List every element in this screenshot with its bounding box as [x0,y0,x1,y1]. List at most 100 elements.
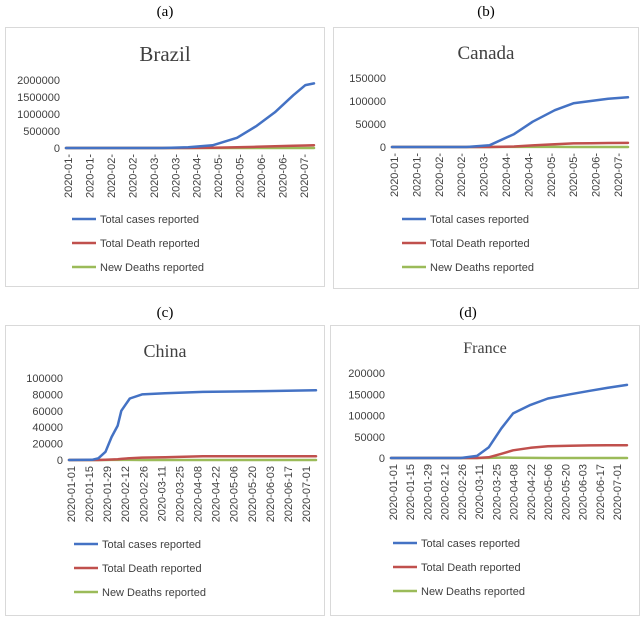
series-total-deaths-line [67,454,318,462]
x-tick-label: 2020-05-06 [229,466,241,522]
x-tick-label: 2020-01- [84,154,96,198]
x-tick-label: 2020-04-22 [211,466,223,522]
y-tick-label: 100000 [349,96,386,108]
legend-label: New Deaths reported [421,586,525,598]
x-tick-label: 2020-01- [63,154,75,198]
x-tick-label: 2020-03- [170,154,182,198]
chart-brazil-svg: Brazil 0 500000 1000000 1500000 2000000 2020-0… [17,42,316,274]
legend-label: Total Death reported [100,238,200,250]
y-tick-label: 100000 [26,373,63,385]
x-tick-label: 2020-02-26 [138,466,150,522]
x-tick-label: 2020-02-12 [120,466,132,522]
x-tick-label: 2020-05-06 [543,464,555,520]
x-tick-label: 2020-07- [613,153,625,197]
x-tick-label: 2020-04- [501,153,513,197]
panel-label-a: (a) [156,4,174,20]
legend-label: Total cases reported [100,214,199,226]
x-tick-label: 2020-04-22 [526,464,538,520]
x-tick-label: 2020-01-15 [84,466,96,522]
y-tick-label: 20000 [32,439,63,451]
y-tick-label: 1500000 [17,92,60,104]
x-tick-label: 2020-03-11 [474,464,486,519]
x-tick-label: 2020-07- [299,154,311,198]
y-tick-label: 0 [57,455,63,467]
x-tick-label: 2020-06-03 [265,466,277,522]
panel-label-b: (b) [477,4,495,20]
y-tick-label: 100000 [348,411,385,423]
x-tick-label: 2020-05-20 [247,466,259,522]
chart-title: China [144,341,187,361]
y-tick-label: 1000000 [17,109,60,121]
y-tick-label: 0 [54,143,60,155]
panel-label-d: (d) [459,305,477,321]
x-tick-label: 2020-01-29 [102,466,114,522]
x-tick-label: 2020-06-17 [283,466,295,522]
x-tick-label: 2020-04- [192,154,204,198]
chart-title: Canada [458,43,516,64]
series-total-cases-line [64,82,316,150]
chart-canada-svg: Canada 0 50000 100000 150000 2020-01- 2020-01-… [349,43,630,274]
x-tick-label: 2020-02-12 [440,464,452,520]
legend-label: New Deaths reported [100,262,204,274]
y-tick-label: 200000 [348,368,385,380]
legend-label: New Deaths reported [102,587,206,599]
x-tick-label: 2020-02- [127,154,139,198]
x-tick-label: 2020-02- [106,154,118,198]
y-tick-label: 50000 [354,432,385,444]
x-tick-label: 2020-03-25 [174,466,186,522]
x-tick-label: 2020-03-25 [491,464,503,520]
y-tick-label: 60000 [32,406,63,418]
x-tick-label: 2020-01-01 [66,466,78,522]
x-tick-label: 2020-03- [149,154,161,198]
legend-label: Total cases reported [421,538,520,550]
x-tick-label: 2020-06- [591,153,603,197]
chart-france: France 0 50000 100000 150000 200000 2020-01-01… [330,325,640,616]
x-tick-label: 2020-02-26 [457,464,469,520]
chart-canada: Canada 0 50000 100000 150000 2020-01- 2020-01-… [333,27,639,289]
legend-label: Total Death reported [430,238,530,250]
x-tick-label: 2020-01- [411,153,423,197]
x-tick-label: 2020-01-29 [422,464,434,520]
x-tick-label: 2020-04-08 [193,466,205,522]
series-total-cases-line [389,383,629,460]
x-tick-label: 2020-02- [456,153,468,197]
x-tick-label: 2020-06- [256,154,268,198]
series-total-cases-line [67,389,318,462]
y-tick-label: 40000 [32,422,63,434]
legend-label: New Deaths reported [430,262,534,274]
x-tick-label: 2020-05- [235,154,247,198]
series-total-cases-line [390,96,630,149]
y-tick-label: 500000 [23,126,60,138]
chart-title: Brazil [139,42,190,66]
x-tick-label: 2020-05- [213,154,225,198]
chart-china-svg: China 0 20000 40000 60000 80000 100000 2020-01-… [26,341,318,599]
x-tick-label: 2020-06-03 [578,464,590,520]
x-tick-label: 2020-01-15 [405,464,417,520]
x-tick-label: 2020-04- [523,153,535,197]
x-tick-label: 2020-01-01 [388,464,400,520]
y-tick-label: 2000000 [17,75,60,87]
x-tick-label: 2020-07-01 [612,464,624,520]
x-tick-label: 2020-04-08 [509,464,521,520]
x-tick-label: 2020-03- [479,153,491,197]
legend-label: Total Death reported [421,562,521,574]
x-tick-label: 2020-03-11 [156,466,168,521]
chart-france-svg: France 0 50000 100000 150000 200000 2020-01-01… [348,340,629,598]
y-tick-label: 50000 [355,119,386,131]
y-tick-label: 150000 [348,389,385,401]
x-tick-label: 2020-07-01 [301,466,313,522]
x-tick-label: 2020-05-20 [560,464,572,520]
y-tick-label: 0 [379,453,385,465]
chart-brazil: Brazil 0 500000 1000000 1500000 2000000 2020-0… [5,27,325,287]
chart-china: China 0 20000 40000 60000 80000 100000 2020-01-… [5,325,325,616]
series-total-deaths-line [389,443,629,460]
x-tick-label: 2020-02- [434,153,446,197]
x-tick-label: 2020-05- [568,153,580,197]
y-tick-label: 0 [380,142,386,154]
x-tick-label: 2020-06-17 [595,464,607,520]
legend-label: Total cases reported [430,214,529,226]
x-tick-label: 2020-06- [278,154,290,198]
y-tick-label: 80000 [32,389,63,401]
legend-label: Total cases reported [102,539,201,551]
legend-label: Total Death reported [102,563,202,575]
